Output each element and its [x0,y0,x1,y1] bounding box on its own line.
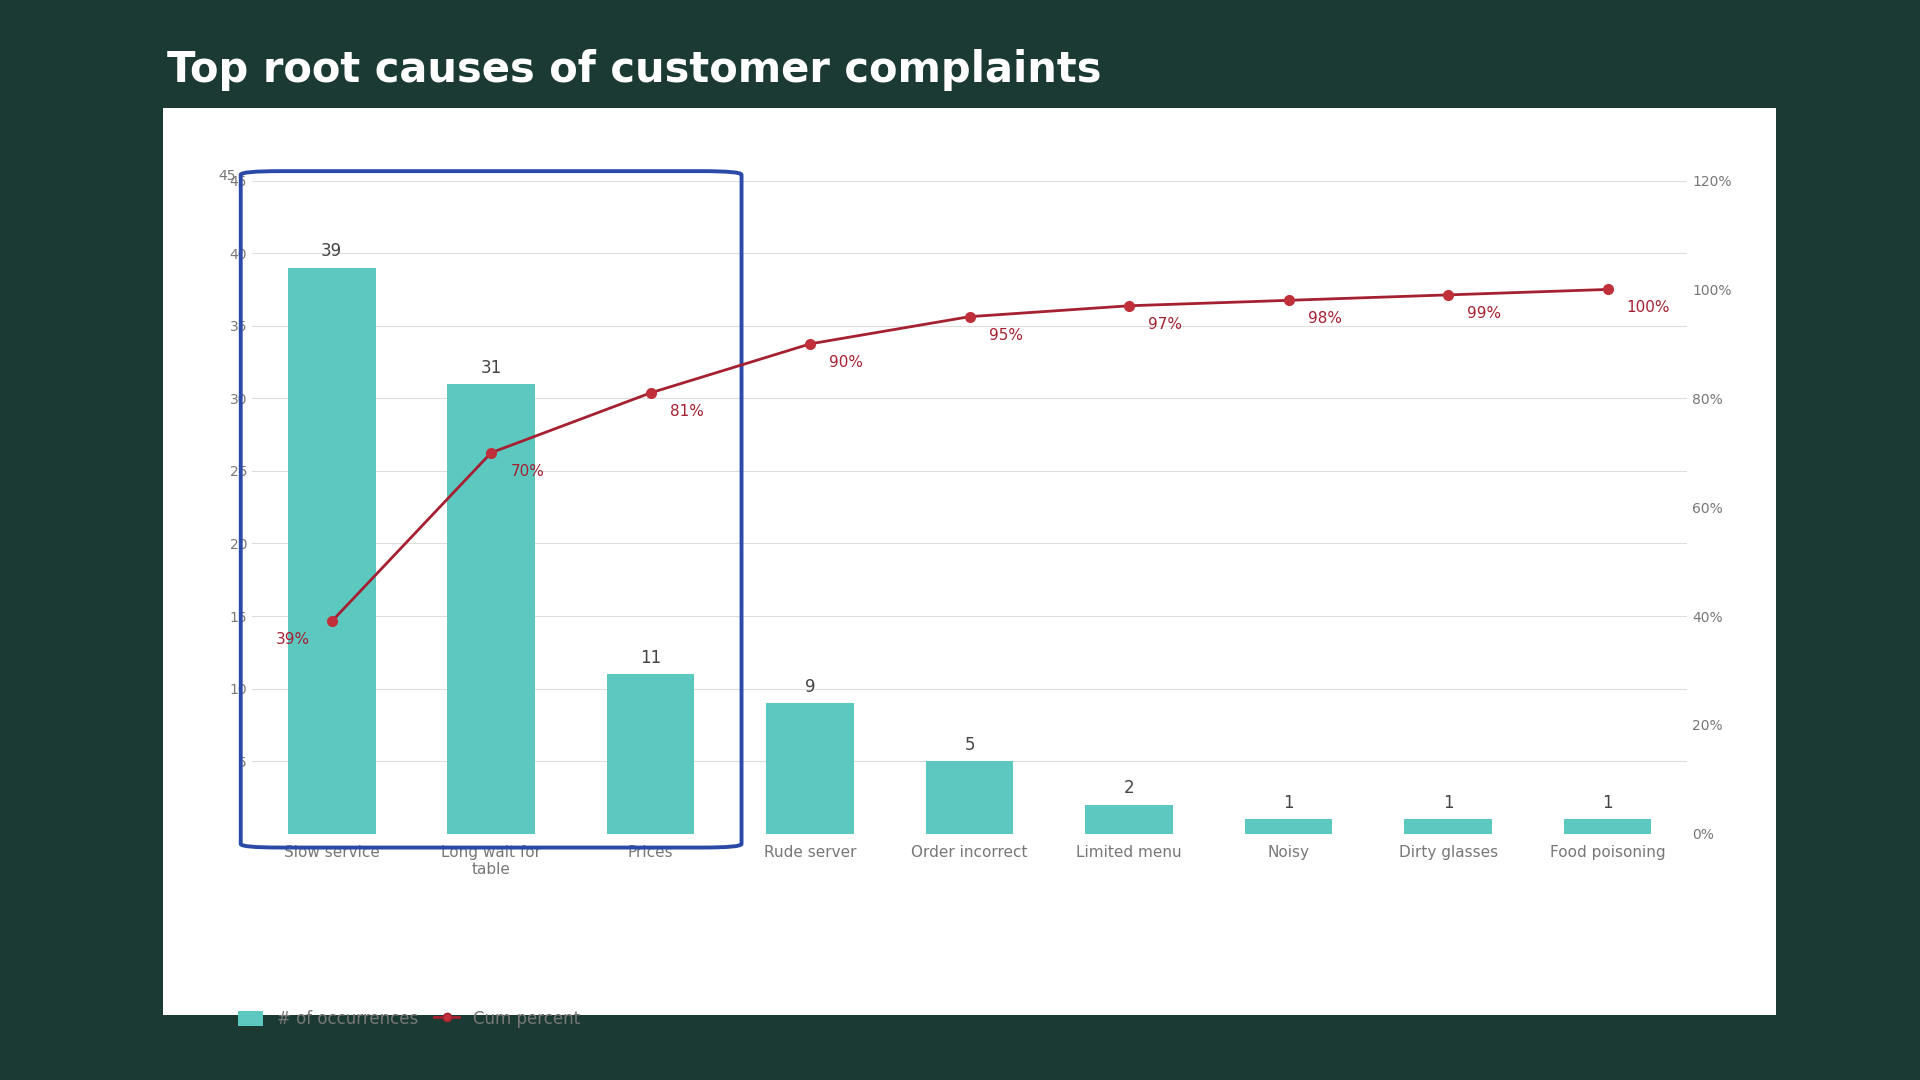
Text: 9: 9 [804,678,816,696]
Text: 90%: 90% [829,354,864,369]
Text: 95%: 95% [989,327,1023,342]
Text: 1: 1 [1283,794,1294,812]
Bar [288,268,376,834]
Text: Top root causes of customer complaints: Top root causes of customer complaints [167,50,1102,91]
Bar [925,761,1014,834]
Bar [1563,820,1651,834]
Bar [766,703,854,834]
Bar [1404,820,1492,834]
Text: 5: 5 [964,735,975,754]
Text: 99%: 99% [1467,306,1501,321]
Text: 1: 1 [1442,794,1453,812]
Text: 100%: 100% [1626,300,1670,315]
Text: 39: 39 [321,242,342,260]
Legend: # of occurrences, Cum percent: # of occurrences, Cum percent [232,1003,588,1035]
Bar [607,674,695,834]
Text: 31: 31 [480,359,501,377]
Text: 70%: 70% [511,463,543,478]
Text: 2: 2 [1123,780,1135,797]
Text: 97%: 97% [1148,316,1183,332]
Bar [1085,805,1173,834]
Text: 39%: 39% [276,633,309,647]
Bar [1244,820,1332,834]
Bar [447,383,536,834]
Text: 98%: 98% [1308,311,1342,326]
Text: 11: 11 [639,649,660,666]
Text: 45: 45 [219,170,236,184]
Text: 1: 1 [1601,794,1613,812]
Text: 81%: 81% [670,404,703,419]
